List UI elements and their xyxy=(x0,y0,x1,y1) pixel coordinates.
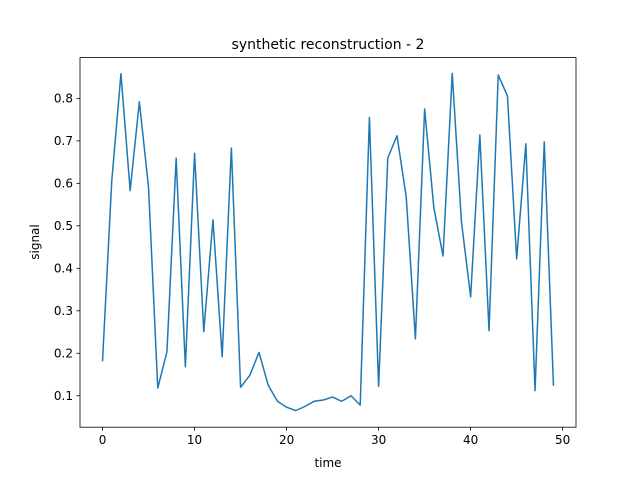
x-tick-label: 0 xyxy=(99,433,107,447)
y-tick-label: 0.6 xyxy=(54,176,73,190)
y-tick-label: 0.1 xyxy=(54,389,73,403)
x-tick-label: 50 xyxy=(555,433,570,447)
y-axis-label: signal xyxy=(28,224,42,260)
series-line-0 xyxy=(101,72,555,412)
x-tick-label: 30 xyxy=(371,433,386,447)
y-axis-ticks: 0.1 0.2 0.3 0.4 0.5 0.6 0.7 0.8 xyxy=(54,91,80,403)
x-tick-label: 40 xyxy=(463,433,478,447)
y-tick-label: 0.5 xyxy=(54,219,73,233)
y-tick-label: 0.7 xyxy=(54,134,73,148)
x-tick-label: 10 xyxy=(187,433,202,447)
x-tick-label: 20 xyxy=(279,433,294,447)
x-axis-ticks: 0 10 20 30 40 50 xyxy=(99,427,570,447)
y-tick-label: 0.8 xyxy=(54,91,73,105)
x-axis-label: time xyxy=(314,456,341,470)
plot-area xyxy=(101,72,555,412)
y-tick-label: 0.3 xyxy=(54,304,73,318)
y-tick-label: 0.4 xyxy=(54,261,73,275)
chart-title: synthetic reconstruction - 2 xyxy=(232,37,425,53)
plot-frame xyxy=(79,57,577,428)
y-tick-label: 0.2 xyxy=(54,346,73,360)
